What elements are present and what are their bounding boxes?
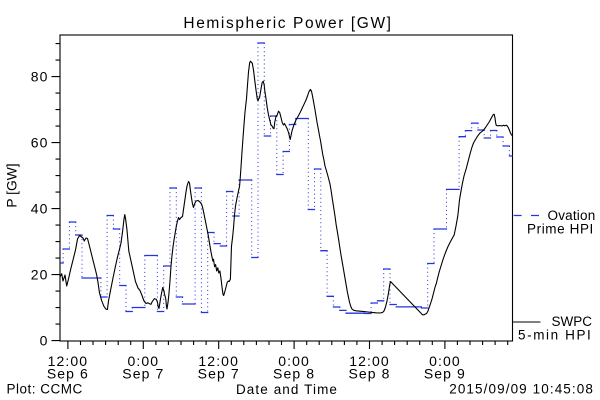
- svg-text:40: 40: [31, 201, 49, 217]
- svg-text:Sep 7: Sep 7: [198, 366, 240, 382]
- svg-text:0:00: 0:00: [429, 353, 461, 369]
- svg-text:Prime HPI: Prime HPI: [527, 222, 594, 237]
- svg-text:12:00: 12:00: [198, 353, 239, 369]
- svg-text:Sep 7: Sep 7: [122, 366, 164, 382]
- svg-text:20: 20: [31, 267, 49, 283]
- svg-text:12:00: 12:00: [48, 353, 89, 369]
- svg-text:0:00: 0:00: [127, 353, 159, 369]
- svg-text:60: 60: [31, 135, 49, 151]
- svg-text:Sep 9: Sep 9: [424, 366, 466, 382]
- svg-text:SWPC: SWPC: [552, 314, 593, 329]
- svg-text:Hemispheric Power [GW]: Hemispheric Power [GW]: [183, 15, 392, 32]
- svg-text:P [GW]: P [GW]: [5, 163, 20, 207]
- svg-text:Plot: CCMC: Plot: CCMC: [7, 382, 83, 397]
- svg-text:Sep 6: Sep 6: [47, 366, 89, 382]
- svg-text:0:00: 0:00: [278, 353, 310, 369]
- svg-text:12:00: 12:00: [349, 353, 390, 369]
- svg-text:80: 80: [31, 69, 49, 85]
- svg-text:5-min HPI: 5-min HPI: [518, 328, 592, 343]
- svg-text:2015/09/09 10:45:08: 2015/09/09 10:45:08: [449, 382, 594, 397]
- svg-text:Date and Time: Date and Time: [236, 382, 338, 397]
- svg-text:Sep 8: Sep 8: [348, 366, 390, 382]
- svg-text:Ovation: Ovation: [548, 208, 596, 223]
- svg-text:Sep 8: Sep 8: [273, 366, 315, 382]
- svg-text:0: 0: [40, 333, 49, 349]
